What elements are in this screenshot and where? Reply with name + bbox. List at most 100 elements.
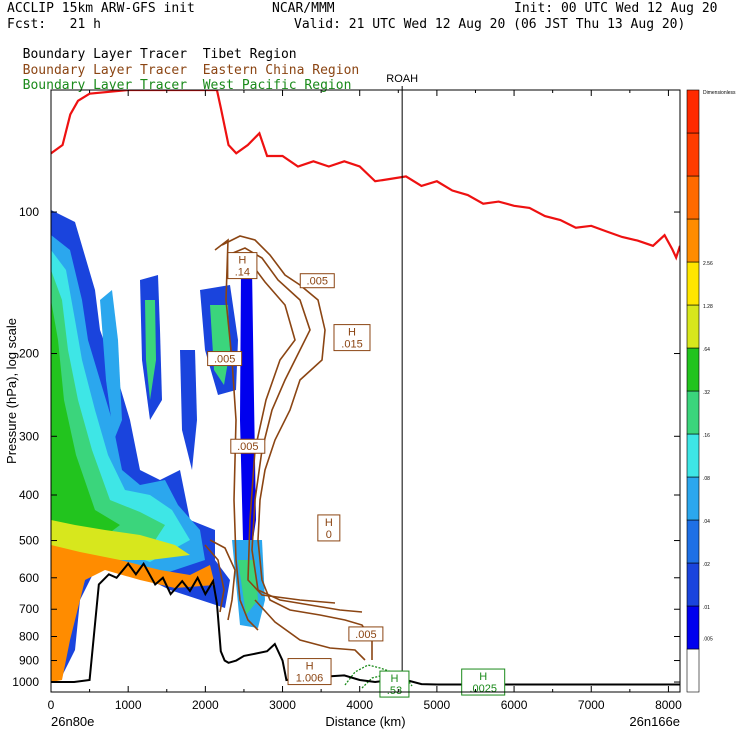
contour-label-text-3: .005 xyxy=(214,354,235,366)
shade-lower-patch-inner xyxy=(238,560,258,615)
shade-column-3 xyxy=(145,300,156,400)
contour-label-box-8 xyxy=(461,668,506,696)
colorbar-swatch-3 xyxy=(686,519,700,564)
contour-label-3: .005 xyxy=(207,351,243,367)
tropopause-line xyxy=(51,90,680,261)
contour-label-box-0 xyxy=(227,252,258,280)
contour-label-box-2 xyxy=(333,324,371,352)
contour-label-1: .005 xyxy=(299,273,335,289)
colorbar-label-3: .04 xyxy=(703,519,710,525)
init-time: Init: 00 UTC Wed 12 Aug 20 xyxy=(514,1,718,16)
colorbar-swatch-4 xyxy=(686,476,700,521)
colorbar-label-0: .005 xyxy=(703,636,713,642)
overlay-layer: ROAH xyxy=(51,73,680,692)
colorbar-swatch-13 xyxy=(686,89,700,134)
legend-west-pacific: Boundary Layer Tracer West Pacific Regio… xyxy=(7,66,352,93)
legend-tibet: Boundary Layer Tracer Tibet Region xyxy=(7,35,297,61)
shade-orange-main xyxy=(51,545,215,682)
x-axis-label: Distance (km) xyxy=(325,714,405,729)
contour-label-text-2: H xyxy=(348,327,356,339)
contour-label-text-6: .005 xyxy=(355,629,376,641)
x-tick-label-0: 0 xyxy=(48,698,55,712)
contour-label-value-2: .015 xyxy=(341,339,362,351)
x-tick-label-4: 4000 xyxy=(346,698,373,712)
contour-label-value-5: 0 xyxy=(326,529,332,541)
contour-eastern-3 xyxy=(231,261,336,604)
center-label: NCAR/MMM xyxy=(272,1,335,16)
contour-label-text-0: H xyxy=(238,255,246,267)
y-tick-label-8: 900 xyxy=(19,654,39,668)
contour-label-0: H.14 xyxy=(227,252,258,280)
x-tick-label-2: 2000 xyxy=(192,698,219,712)
contour-label-box-3 xyxy=(207,351,243,367)
colorbar-swatch-6 xyxy=(686,390,700,435)
contour-label-value-0: .14 xyxy=(235,267,250,279)
colorbar-label-10: Dimensionless xyxy=(703,90,736,96)
legend-tibet-prefix: Boundary Layer Tracer xyxy=(22,47,188,62)
contour-label-9: H.53 xyxy=(379,670,410,698)
x-tick-label-7: 7000 xyxy=(578,698,605,712)
contour-eastern-2 xyxy=(227,247,363,613)
contour-label-6: .005 xyxy=(348,626,384,642)
colorbar-label-2: .02 xyxy=(703,562,710,568)
station-marker-label: ROAH xyxy=(386,73,418,85)
contour-label-box-5 xyxy=(317,514,341,542)
contour-eastern-7 xyxy=(254,599,366,661)
shade-column-1 xyxy=(100,290,122,440)
model-title: ACCLIP 15km ARW-GFS init xyxy=(7,1,195,16)
legend-tibet-region: Tibet Region xyxy=(202,47,297,62)
colorbar-label-6: .32 xyxy=(703,390,710,396)
contour-label-5: H0 xyxy=(317,514,341,542)
x-tick-label-8: 8000 xyxy=(655,698,682,712)
contour-label-7: H1.006 xyxy=(287,658,332,686)
forecast-hour: Fcst: 21 h xyxy=(7,17,101,32)
legend-eastern-china-region: Eastern China Region xyxy=(202,63,360,78)
contour-label-box-1 xyxy=(299,273,335,289)
colorbar-swatch-11 xyxy=(686,175,700,220)
legend-eastern-china-prefix: Boundary Layer Tracer xyxy=(22,63,188,78)
contour-label-box-6 xyxy=(348,626,384,642)
contour-label-4: .005 xyxy=(230,438,266,454)
eastern-china-contours xyxy=(204,235,373,661)
y-tick-label-6: 700 xyxy=(19,602,39,616)
colorbar-swatch-1 xyxy=(686,605,700,650)
contour-label-box-7 xyxy=(287,658,332,686)
section-end-label: 26n166e xyxy=(629,714,680,729)
contour-eastern-1 xyxy=(221,235,373,660)
y-tick-label-2: 300 xyxy=(19,429,39,443)
y-tick-label-7: 800 xyxy=(19,629,39,643)
contour-eastern-5 xyxy=(209,539,236,621)
y-tick-label-0: 100 xyxy=(19,205,39,219)
contour-label-text-8: H xyxy=(479,671,487,683)
contour-label-2: H.015 xyxy=(333,324,371,352)
colorbar-swatch-10 xyxy=(686,218,700,263)
contour-eastern-6 xyxy=(204,544,225,613)
contour-label-box-4 xyxy=(230,438,266,454)
contour-pacific-1 xyxy=(344,664,413,687)
contour-label-text-4: .005 xyxy=(237,441,258,453)
colorbar-swatch-5 xyxy=(686,433,700,478)
legend-west-pacific-region: West Pacific Region xyxy=(202,78,352,93)
y-axis-label: Pressure (hPa), log scale xyxy=(4,318,19,464)
colorbar-label-5: .16 xyxy=(703,433,710,439)
colorbar: .005 .01 .02 .04 .08 .16 .32 .64 1.28 2.56 Dimensi… xyxy=(686,89,736,693)
x-tick-label-6: 6000 xyxy=(501,698,528,712)
colorbar-swatch-2 xyxy=(686,562,700,607)
shade-column-4 xyxy=(180,350,197,470)
y-tick-label-3: 400 xyxy=(19,488,39,502)
colorbar-label-7: .64 xyxy=(703,347,710,353)
section-start-label: 26n80e xyxy=(51,714,94,729)
colorbar-label-1: .01 xyxy=(703,605,710,611)
colorbar-swatch-8 xyxy=(686,304,700,349)
legend-eastern-china: Boundary Layer Tracer Eastern China Regi… xyxy=(7,51,360,78)
valid-time: Valid: 21 UTC Wed 12 Aug 20 (06 JST Thu … xyxy=(294,17,686,32)
x-tick-label-5: 5000 xyxy=(424,698,451,712)
colorbar-swatch-7 xyxy=(686,347,700,392)
axes: 0 1000 2000 3000 4000 5000 6000 7000 80001002003… xyxy=(4,89,682,729)
contour-label-text-5: H xyxy=(325,517,333,529)
contour-label-box-9 xyxy=(379,670,410,698)
y-tick-label-4: 500 xyxy=(19,534,39,548)
tibet-tracer-shading xyxy=(51,210,265,682)
contour-label-value-7: 1.006 xyxy=(296,673,324,685)
